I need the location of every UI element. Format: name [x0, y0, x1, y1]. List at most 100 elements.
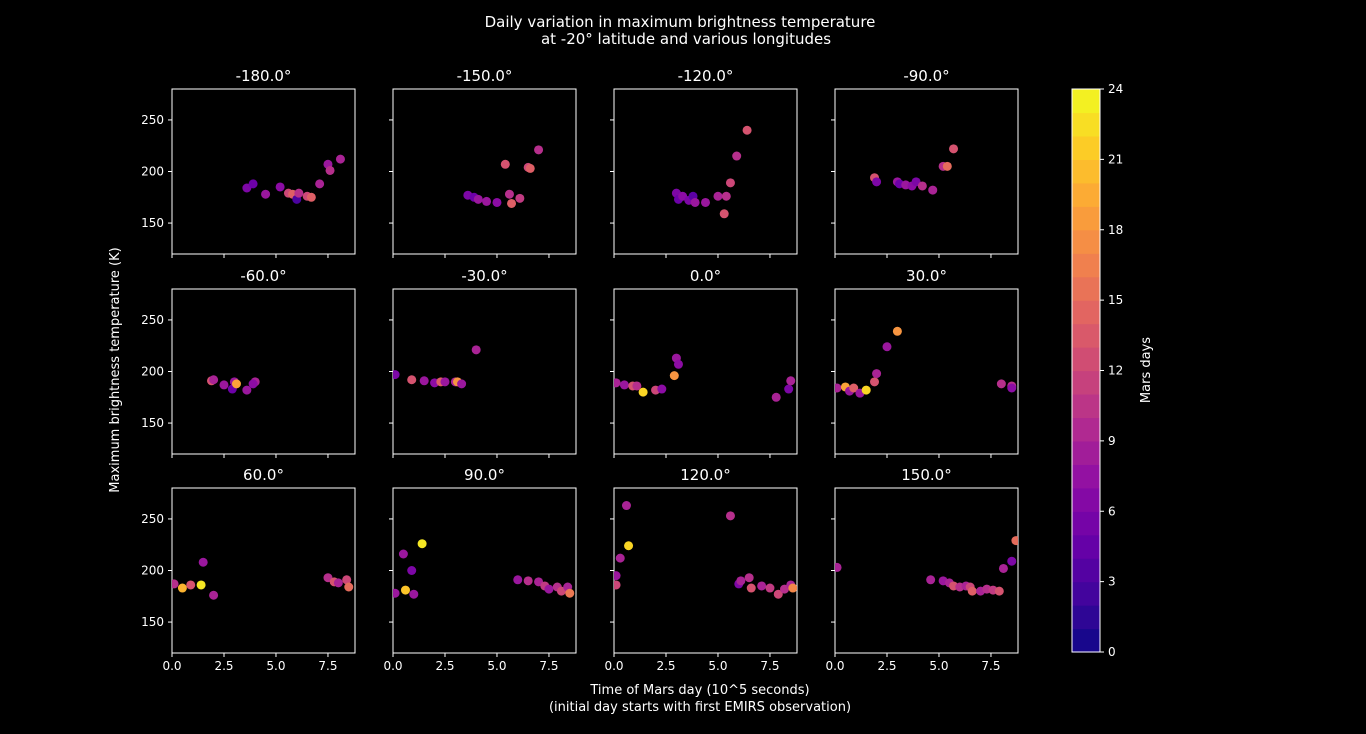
scatter-point [942, 161, 952, 171]
subplot: 90.0° 0.0 2.5 5.0 7.5 [383, 466, 577, 673]
subplot-frame [834, 88, 1019, 255]
x-tick-label: 2.5 [435, 659, 454, 673]
figure-title-line2: at -20° latitude and various longitudes [541, 30, 831, 48]
subplot: 120.0° 0.0 2.5 5.0 7.5 [604, 466, 798, 673]
figure-title-line1: Daily variation in maximum brightness te… [485, 13, 876, 31]
x-tick-label: 7.5 [760, 659, 779, 673]
subplot: 30.0° [831, 267, 1019, 458]
scatter-point [835, 562, 842, 572]
colorbar-segment [1072, 89, 1100, 114]
scatter-point [788, 583, 797, 593]
colorbar-segment [1072, 206, 1100, 231]
scatter-point [473, 194, 483, 204]
scatter-point [306, 192, 316, 202]
subplot-title: 30.0° [906, 267, 947, 285]
colorbar-tick-label: 3 [1108, 575, 1116, 589]
scatter-point [638, 387, 648, 397]
scatter-point [998, 563, 1008, 573]
subplot-frame [392, 88, 577, 255]
subplot-frame [613, 487, 798, 654]
scatter-point [967, 586, 977, 596]
scatter-point [492, 197, 502, 207]
colorbar-segment [1072, 112, 1100, 137]
colorbar-segment [1072, 300, 1100, 325]
scatter-point [544, 584, 554, 594]
scatter-point [565, 588, 575, 598]
x-tick-label: 7.5 [318, 659, 337, 673]
colorbar-segment [1072, 581, 1100, 606]
subplot-frame [392, 288, 577, 455]
y-tick-label: 250 [141, 113, 164, 127]
subplot-frame [834, 487, 1019, 654]
scatter-point [407, 566, 417, 575]
colorbar-segment [1072, 464, 1100, 489]
subplot: 150.0° 0.0 2.5 5.0 7.5 [825, 466, 1019, 673]
scatter-point [209, 375, 219, 385]
scatter-point [231, 379, 241, 389]
scatter-point [248, 379, 258, 389]
y-tick-label: 150 [141, 216, 164, 230]
scatter-point [513, 575, 523, 585]
scatter-point [614, 378, 621, 388]
subplot: -30.0° [389, 267, 577, 458]
scatter-point [482, 196, 492, 206]
scatter-series [835, 536, 1018, 596]
scatter-series [393, 539, 575, 599]
scatter-point [275, 182, 285, 192]
scatter-point [242, 385, 252, 395]
x-tick-label: 0.0 [604, 659, 623, 673]
colorbar: 0 3 6 9 12 15 18 21 24 [1071, 82, 1123, 659]
colorbar-tick-label: 9 [1108, 434, 1116, 448]
subplot-frame [834, 288, 1019, 455]
scatter-point [172, 579, 179, 589]
subplot: -120.0° [610, 67, 798, 258]
scatter-point [440, 377, 450, 387]
scatter-point [849, 383, 859, 393]
subplot-grid: -180.0° 150 200 250 -150.0° -120.0° -90.0° -60.… [141, 67, 1019, 673]
scatter-point [400, 585, 410, 595]
x-tick-label: 7.5 [539, 659, 558, 673]
x-axis-label-line1: Time of Mars day (10^5 seconds) [589, 683, 809, 698]
colorbar-segment [1072, 276, 1100, 301]
scatter-point [657, 384, 667, 394]
subplot-frame [171, 88, 356, 255]
colorbar-segment [1072, 323, 1100, 348]
scatter-point [624, 541, 634, 551]
x-tick-label: 2.5 [656, 659, 675, 673]
scatter-point [721, 191, 731, 201]
colorbar-segment [1072, 182, 1100, 207]
scatter-series [671, 125, 752, 219]
scatter-point [736, 576, 746, 586]
colorbar-segment [1072, 370, 1100, 395]
colorbar-segment [1072, 417, 1100, 442]
scatter-point [186, 580, 196, 590]
scatter-point [872, 369, 882, 379]
scatter-point [632, 381, 642, 391]
subplot-frame [613, 288, 798, 455]
subplot-title: 120.0° [680, 466, 730, 484]
scatter-point [534, 145, 544, 155]
subplot-title: -150.0° [457, 67, 513, 85]
colorbar-tick-label: 21 [1108, 152, 1123, 166]
scatter-series [242, 154, 345, 204]
scatter-point [917, 181, 927, 191]
scatter-point [615, 553, 625, 563]
scatter-point [407, 375, 417, 385]
scatter-point [949, 144, 959, 154]
scatter-point [835, 383, 842, 393]
colorbar-tick-label: 15 [1108, 293, 1123, 307]
scatter-point [294, 188, 304, 198]
scatter-point [744, 573, 754, 583]
x-tick-label: 0.0 [383, 659, 402, 673]
colorbar-segment [1072, 511, 1100, 536]
scatter-point [1007, 383, 1017, 393]
y-tick-label: 150 [141, 416, 164, 430]
subplot: -150.0° [389, 67, 577, 258]
scatter-point [746, 583, 756, 593]
colorbar-tick-label: 24 [1108, 82, 1123, 96]
scatter-point [523, 576, 533, 586]
scatter-series [614, 501, 797, 599]
scatter-point [457, 379, 467, 389]
subplot-title: -90.0° [903, 67, 949, 85]
scatter-point [525, 163, 535, 173]
